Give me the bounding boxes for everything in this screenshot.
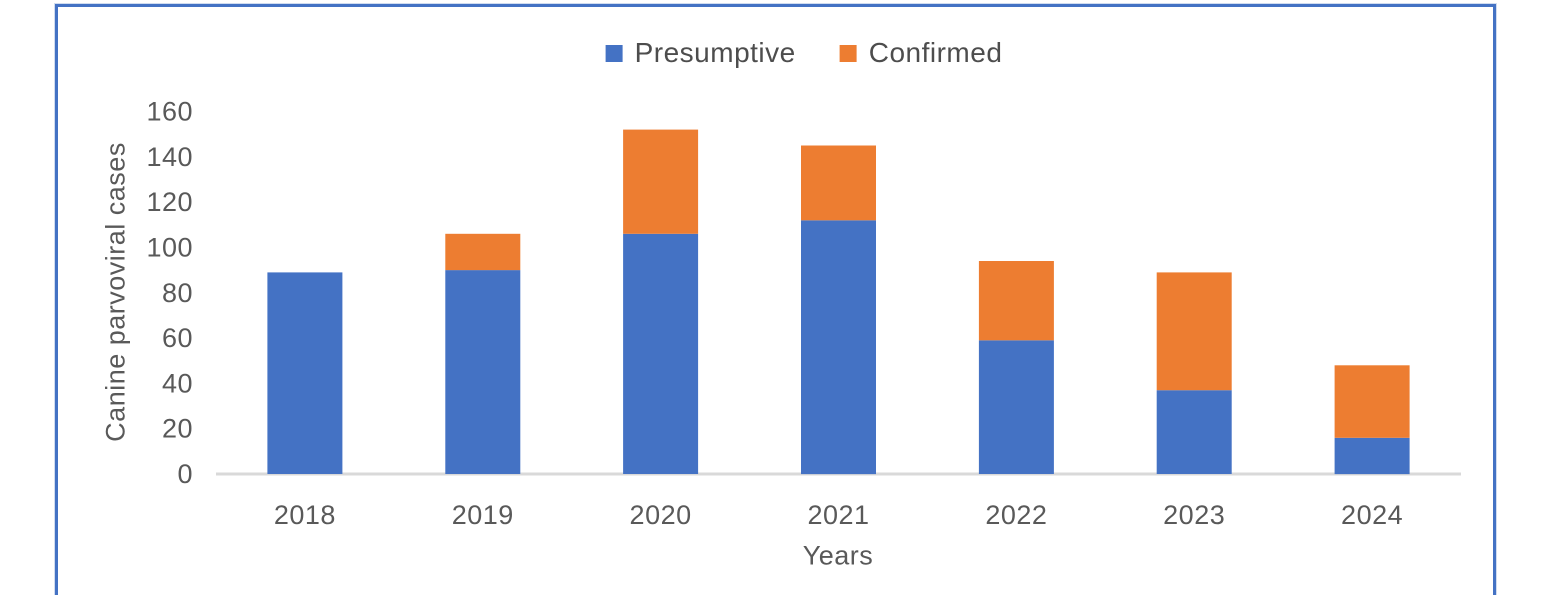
y-tick-label-140: 140 — [146, 142, 193, 172]
bar-segment-presumptive-2022 — [978, 340, 1054, 474]
x-tick-label-2022: 2022 — [985, 500, 1047, 530]
y-tick-label-0: 0 — [177, 459, 193, 489]
y-tick-label-160: 160 — [146, 97, 193, 127]
legend-swatch-confirmed-icon — [839, 44, 857, 62]
bar-segment-confirmed-2019 — [445, 233, 521, 271]
y-tick-label-100: 100 — [146, 232, 193, 262]
x-axis-title: Years — [802, 540, 874, 571]
chart-legend: Presumptive Confirmed — [605, 37, 1003, 69]
x-tick-label-2023: 2023 — [1163, 500, 1225, 530]
legend-label-presumptive: Presumptive — [634, 37, 796, 68]
chart-border-frame — [55, 4, 1496, 595]
x-tick-label-2018: 2018 — [274, 500, 336, 530]
legend-item-confirmed: Confirmed — [839, 37, 1003, 69]
legend-label-confirmed: Confirmed — [868, 37, 1003, 68]
bar-segment-confirmed-2021 — [801, 145, 876, 221]
x-tick-label-2021: 2021 — [807, 500, 869, 530]
legend-swatch-presumptive-icon — [605, 44, 623, 62]
bar-segment-confirmed-2024 — [1334, 365, 1410, 438]
bar-segment-confirmed-2023 — [1156, 272, 1232, 391]
bar-segment-presumptive-2019 — [445, 270, 521, 474]
y-tick-label-60: 60 — [162, 323, 193, 353]
x-tick-label-2019: 2019 — [452, 500, 514, 530]
y-tick-label-120: 120 — [146, 187, 193, 217]
bar-segment-confirmed-2022 — [978, 261, 1054, 341]
bar-segment-presumptive-2018 — [267, 272, 343, 474]
x-tick-label-2024: 2024 — [1341, 500, 1403, 530]
bar-segment-confirmed-2020 — [623, 129, 699, 234]
y-tick-label-80: 80 — [162, 278, 193, 308]
y-tick-label-40: 40 — [162, 368, 193, 398]
bar-segment-presumptive-2021 — [801, 220, 876, 475]
bar-segment-presumptive-2023 — [1156, 390, 1232, 474]
y-tick-label-20: 20 — [162, 414, 193, 444]
bar-segment-presumptive-2020 — [623, 233, 699, 474]
legend-item-presumptive: Presumptive — [605, 37, 796, 69]
x-tick-label-2020: 2020 — [630, 500, 692, 530]
bar-segment-presumptive-2024 — [1334, 437, 1410, 475]
